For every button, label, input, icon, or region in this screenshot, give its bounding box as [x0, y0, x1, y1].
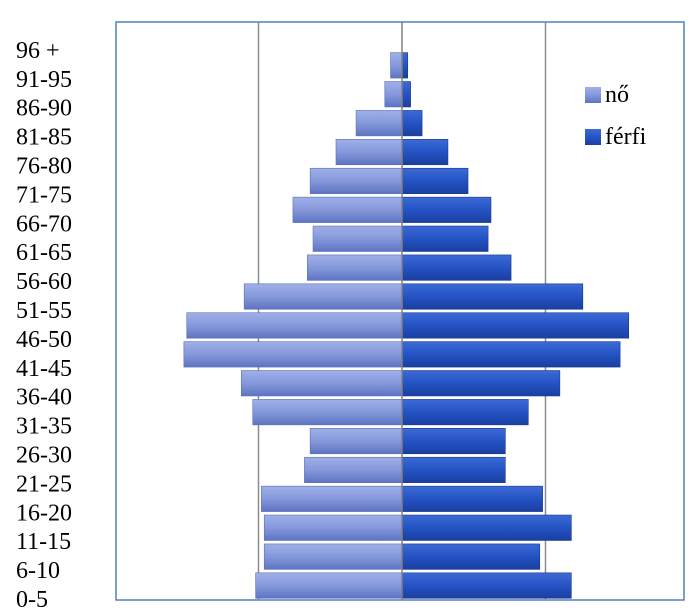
- tick-label: 91-95: [16, 67, 72, 93]
- bar-right-41-45: [401, 341, 621, 368]
- bar-left-0-5: [255, 572, 403, 599]
- bar-left-86-90: [384, 81, 403, 108]
- gridlines: [257, 22, 547, 600]
- bar-right-21-25: [401, 456, 506, 483]
- bar-right-16-20: [401, 485, 543, 512]
- bar-right-46-50: [401, 312, 630, 339]
- tick-label: 11-15: [16, 529, 71, 555]
- tick-label: 86-90: [16, 96, 72, 122]
- tick-label: 96 +: [16, 38, 60, 64]
- bar-left-71-75: [309, 167, 403, 194]
- bar-left-51-55: [243, 283, 403, 310]
- bar-left-11-15: [263, 514, 403, 541]
- bar-right-0-5: [401, 572, 572, 599]
- bar-left-21-25: [304, 456, 403, 483]
- tick-label: 81-85: [16, 125, 72, 151]
- tick-label: 21-25: [16, 471, 72, 497]
- bar-left-41-45: [183, 341, 403, 368]
- tick-label: 66-70: [16, 211, 72, 237]
- legend: nő férfi: [585, 82, 647, 150]
- tick-label: 31-35: [16, 414, 72, 440]
- bar-left-76-80: [335, 139, 403, 166]
- bar-right-71-75: [401, 167, 469, 194]
- tick-label: 16-20: [16, 500, 72, 526]
- bar-left-81-85: [355, 110, 403, 137]
- tick-label: 71-75: [16, 182, 72, 208]
- bar-left-26-30: [309, 428, 403, 455]
- bar-left-56-60: [306, 254, 403, 281]
- legend-label-left: nő: [605, 82, 629, 108]
- bar-left-91-95: [390, 52, 403, 79]
- tick-label: 26-30: [16, 443, 72, 469]
- bar-left-6-10: [263, 543, 403, 570]
- tick-label: 56-60: [16, 269, 72, 295]
- legend-swatch-left: [585, 87, 601, 103]
- bar-right-51-55: [401, 283, 584, 310]
- tick-label: 51-55: [16, 298, 72, 324]
- tick-label: 36-40: [16, 385, 72, 411]
- bar-left-16-20: [261, 485, 403, 512]
- tick-label: 41-45: [16, 356, 72, 382]
- bar-left-66-70: [292, 196, 403, 223]
- bar-right-6-10: [401, 543, 541, 570]
- bar-right-31-35: [401, 399, 529, 426]
- bar-right-81-85: [401, 110, 423, 137]
- bar-left-46-50: [186, 312, 403, 339]
- tick-label: 61-65: [16, 240, 72, 266]
- bar-left-31-35: [252, 399, 403, 426]
- legend-swatch-right: [585, 129, 601, 145]
- bar-right-26-30: [401, 428, 506, 455]
- tick-label: 0-5: [16, 587, 48, 608]
- bar-right-61-65: [401, 225, 489, 252]
- tick-label: 6-10: [16, 558, 60, 584]
- tick-label: 46-50: [16, 327, 72, 353]
- bar-right-56-60: [401, 254, 512, 281]
- bar-right-76-80: [401, 139, 449, 166]
- legend-label-right: férfi: [605, 124, 647, 150]
- bar-right-66-70: [401, 196, 492, 223]
- bar-right-86-90: [401, 81, 411, 108]
- bar-left-61-65: [312, 225, 403, 252]
- bar-right-36-40: [401, 370, 561, 397]
- plot-area: [115, 21, 685, 601]
- tick-label: 76-80: [16, 154, 72, 180]
- bar-right-91-95: [401, 52, 409, 79]
- bars: [183, 52, 630, 599]
- bar-right-11-15: [401, 514, 572, 541]
- bar-left-36-40: [240, 370, 403, 397]
